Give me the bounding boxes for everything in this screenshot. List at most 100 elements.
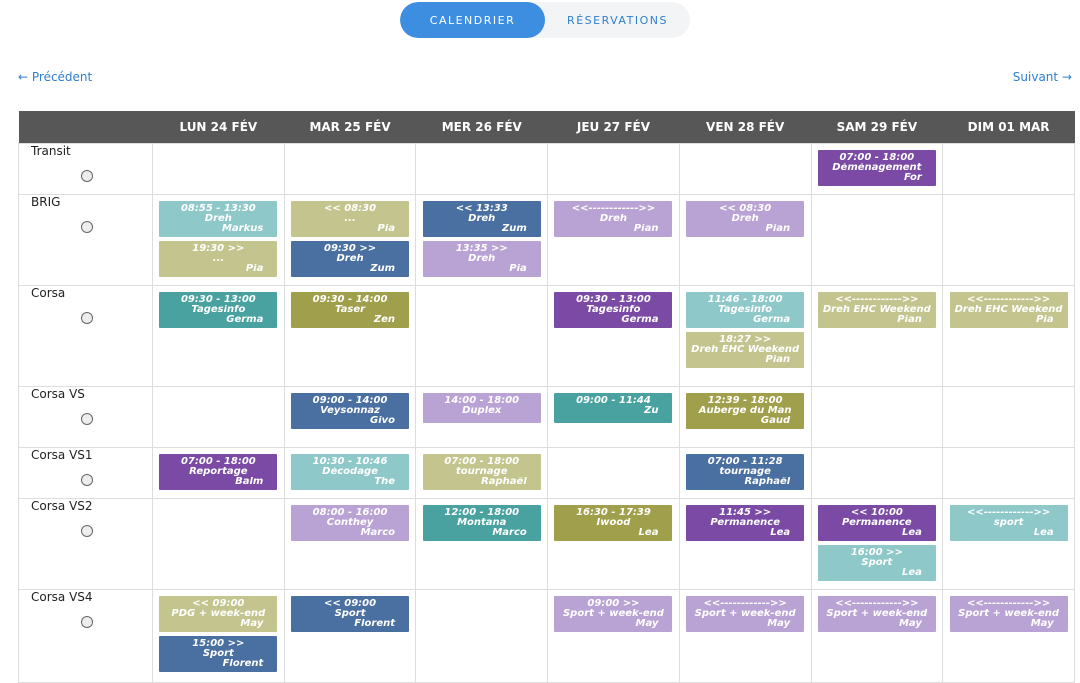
event[interactable]: <<------------>> Sport + week-end May	[949, 596, 1068, 632]
day-cell[interactable]: <<------------>> Sport + week-end May	[810, 589, 944, 683]
info-icon[interactable]	[81, 170, 93, 182]
day-cell[interactable]: 10:30 - 10:46 Décodage The	[283, 447, 417, 499]
day-cell[interactable]	[942, 386, 1075, 448]
day-cell[interactable]: << 10:00 Permanence Lea 16:00 >> Sport Lea	[810, 498, 944, 590]
event[interactable]: <<------------>> sport Lea	[949, 505, 1068, 541]
event[interactable]: 11:46 - 18:00 Tagesinfo Germa	[686, 292, 805, 328]
info-icon[interactable]	[81, 312, 93, 324]
day-cell[interactable]	[547, 143, 680, 195]
day-cell[interactable]: 09:00 >> Sport + week-end May	[547, 589, 680, 683]
event[interactable]: 07:00 - 18:00 tournage Raphaël	[422, 454, 541, 490]
day-cell[interactable]: 07:00 - 18:00 Reportage Balm	[152, 447, 285, 499]
event[interactable]: << 13:33 Dreh Zum	[422, 201, 541, 237]
day-cell[interactable]: <<------------>> Dreh Pian	[547, 194, 680, 286]
day-cell[interactable]	[547, 447, 680, 499]
event[interactable]: 08:00 - 16:00 Conthey Marco	[291, 505, 410, 541]
event[interactable]: 09:30 >> Dreh Zum	[291, 241, 410, 277]
day-cell[interactable]: 11:46 - 18:00 Tagesinfo Germa 18:27 >> Dreh …	[678, 285, 812, 387]
day-cell[interactable]: 08:55 - 13:30 Dreh Markus 19:30 >>... Pia	[152, 194, 285, 286]
day-cell[interactable]: 09:30 - 13:00 Tagesinfo Germa	[547, 285, 680, 387]
day-cell[interactable]	[810, 194, 944, 286]
day-cell[interactable]	[283, 143, 417, 195]
event[interactable]: 09:30 - 13:00 Tagesinfo Germa	[159, 292, 278, 328]
event[interactable]: 09:00 - 11:44 Zu	[554, 393, 673, 423]
event[interactable]: 14:00 - 18:00 Duplex	[422, 393, 541, 423]
day-cell[interactable]: <<------------>> Dreh EHC Weekend Pia	[942, 285, 1075, 387]
event[interactable]: 11:45 >> Permanence Lea	[686, 505, 805, 541]
day-cell[interactable]	[152, 386, 285, 448]
event[interactable]: 09:30 - 14:00 Taser Zen	[291, 292, 410, 328]
event[interactable]: 07:00 - 18:00 Déménagement For	[817, 150, 936, 186]
event[interactable]: 07:00 - 11:28 tournage Raphaël	[686, 454, 805, 490]
day-cell[interactable]: 12:39 - 18:00 Auberge du Man Gaud	[678, 386, 812, 448]
event[interactable]: 08:55 - 13:30 Dreh Markus	[159, 201, 278, 237]
event[interactable]: << 09:00 Sport Florent	[291, 596, 410, 632]
day-cell[interactable]: << 13:33 Dreh Zum 13:35 >> Dreh Pia	[415, 194, 549, 286]
event[interactable]: 09:30 - 13:00 Tagesinfo Germa	[554, 292, 673, 328]
day-cell[interactable]: 07:00 - 18:00 Déménagement For	[810, 143, 944, 195]
day-cell[interactable]: <<------------>> sport Lea	[942, 498, 1075, 590]
info-icon[interactable]	[81, 221, 93, 233]
event[interactable]: 15:00 >> Sport Florent	[159, 636, 278, 672]
event[interactable]: 09:00 - 14:00 Veysonnaz Givo	[291, 393, 410, 429]
event[interactable]: 09:00 >> Sport + week-end May	[554, 596, 673, 632]
next-link[interactable]: Suivant →	[1012, 70, 1072, 84]
day-cell[interactable]	[415, 143, 549, 195]
day-cell[interactable]: << 09:00 PDG + week-end May 15:00 >> Sport Fl…	[152, 589, 285, 683]
day-cell[interactable]: 14:00 - 18:00 Duplex	[415, 386, 549, 448]
day-cell[interactable]	[942, 143, 1075, 195]
day-cell[interactable]: 11:45 >> Permanence Lea	[678, 498, 812, 590]
day-cell[interactable]	[678, 143, 812, 195]
day-cell[interactable]: << 09:00 Sport Florent	[283, 589, 417, 683]
event[interactable]: 19:30 >>... Pia	[159, 241, 278, 277]
info-icon[interactable]	[81, 413, 93, 425]
event[interactable]: 16:00 >> Sport Lea	[817, 545, 936, 581]
day-cell[interactable]	[415, 285, 549, 387]
event[interactable]: 16:30 - 17:39 Iwood Lea	[554, 505, 673, 541]
event[interactable]: << 08:30 Dreh Pian	[686, 201, 805, 237]
day-cell[interactable]: 12:00 - 18:00 Montana Marco	[415, 498, 549, 590]
day-cell[interactable]: <<------------>> Sport + week-end May	[678, 589, 812, 683]
day-cell[interactable]: 07:00 - 18:00 tournage Raphaël	[415, 447, 549, 499]
event[interactable]: << 10:00 Permanence Lea	[817, 505, 936, 541]
day-cell[interactable]	[942, 447, 1075, 499]
day-cell[interactable]	[942, 194, 1075, 286]
event[interactable]: <<------------>> Dreh EHC Weekend Pia	[949, 292, 1068, 328]
event[interactable]: 10:30 - 10:46 Décodage The	[291, 454, 410, 490]
day-cell[interactable]	[415, 589, 549, 683]
resource-cell: BRIG	[18, 194, 153, 286]
prev-link[interactable]: ← Précédent	[18, 70, 93, 84]
event[interactable]: <<------------>> Sport + week-end May	[817, 596, 936, 632]
day-cell[interactable]: 09:30 - 13:00 Tagesinfo Germa	[152, 285, 285, 387]
info-icon[interactable]	[81, 616, 93, 628]
event[interactable]: 18:27 >> Dreh EHC Weekend Pian	[686, 332, 805, 368]
day-cell[interactable]: << 08:30 Dreh Pian	[678, 194, 812, 286]
day-cell[interactable]: 08:00 - 16:00 Conthey Marco	[283, 498, 417, 590]
event[interactable]: 07:00 - 18:00 Reportage Balm	[159, 454, 278, 490]
event[interactable]: 12:00 - 18:00 Montana Marco	[422, 505, 541, 541]
event-title: ...	[212, 254, 225, 264]
day-cell[interactable]: 09:30 - 14:00 Taser Zen	[283, 285, 417, 387]
tab-calendar[interactable]: CALENDRIER	[400, 2, 545, 38]
event[interactable]: << 09:00 PDG + week-end May	[159, 596, 278, 632]
day-cell[interactable]: << 08:30... Pia 09:30 >> Dreh Zum	[283, 194, 417, 286]
day-cell[interactable]: 07:00 - 11:28 tournage Raphaël	[678, 447, 812, 499]
day-cell[interactable]: 09:00 - 14:00 Veysonnaz Givo	[283, 386, 417, 448]
day-cell[interactable]	[810, 447, 944, 499]
event[interactable]: <<------------>> Dreh EHC Weekend Pian	[817, 292, 936, 328]
day-cell[interactable]: 16:30 - 17:39 Iwood Lea	[547, 498, 680, 590]
event[interactable]: << 08:30... Pia	[291, 201, 410, 237]
day-cell[interactable]	[152, 498, 285, 590]
event[interactable]: 13:35 >> Dreh Pia	[422, 241, 541, 277]
day-cell[interactable]	[810, 386, 944, 448]
event[interactable]: <<------------>> Sport + week-end May	[686, 596, 805, 632]
event[interactable]: 12:39 - 18:00 Auberge du Man Gaud	[686, 393, 805, 429]
event[interactable]: <<------------>> Dreh Pian	[554, 201, 673, 237]
day-cell[interactable]	[152, 143, 285, 195]
day-cell[interactable]: 09:00 - 11:44 Zu	[547, 386, 680, 448]
tab-reservations[interactable]: RÉSERVATIONS	[567, 13, 668, 27]
day-cell[interactable]: <<------------>> Dreh EHC Weekend Pian	[810, 285, 944, 387]
info-icon[interactable]	[81, 474, 93, 486]
info-icon[interactable]	[81, 525, 93, 537]
day-cell[interactable]: <<------------>> Sport + week-end May	[942, 589, 1075, 683]
